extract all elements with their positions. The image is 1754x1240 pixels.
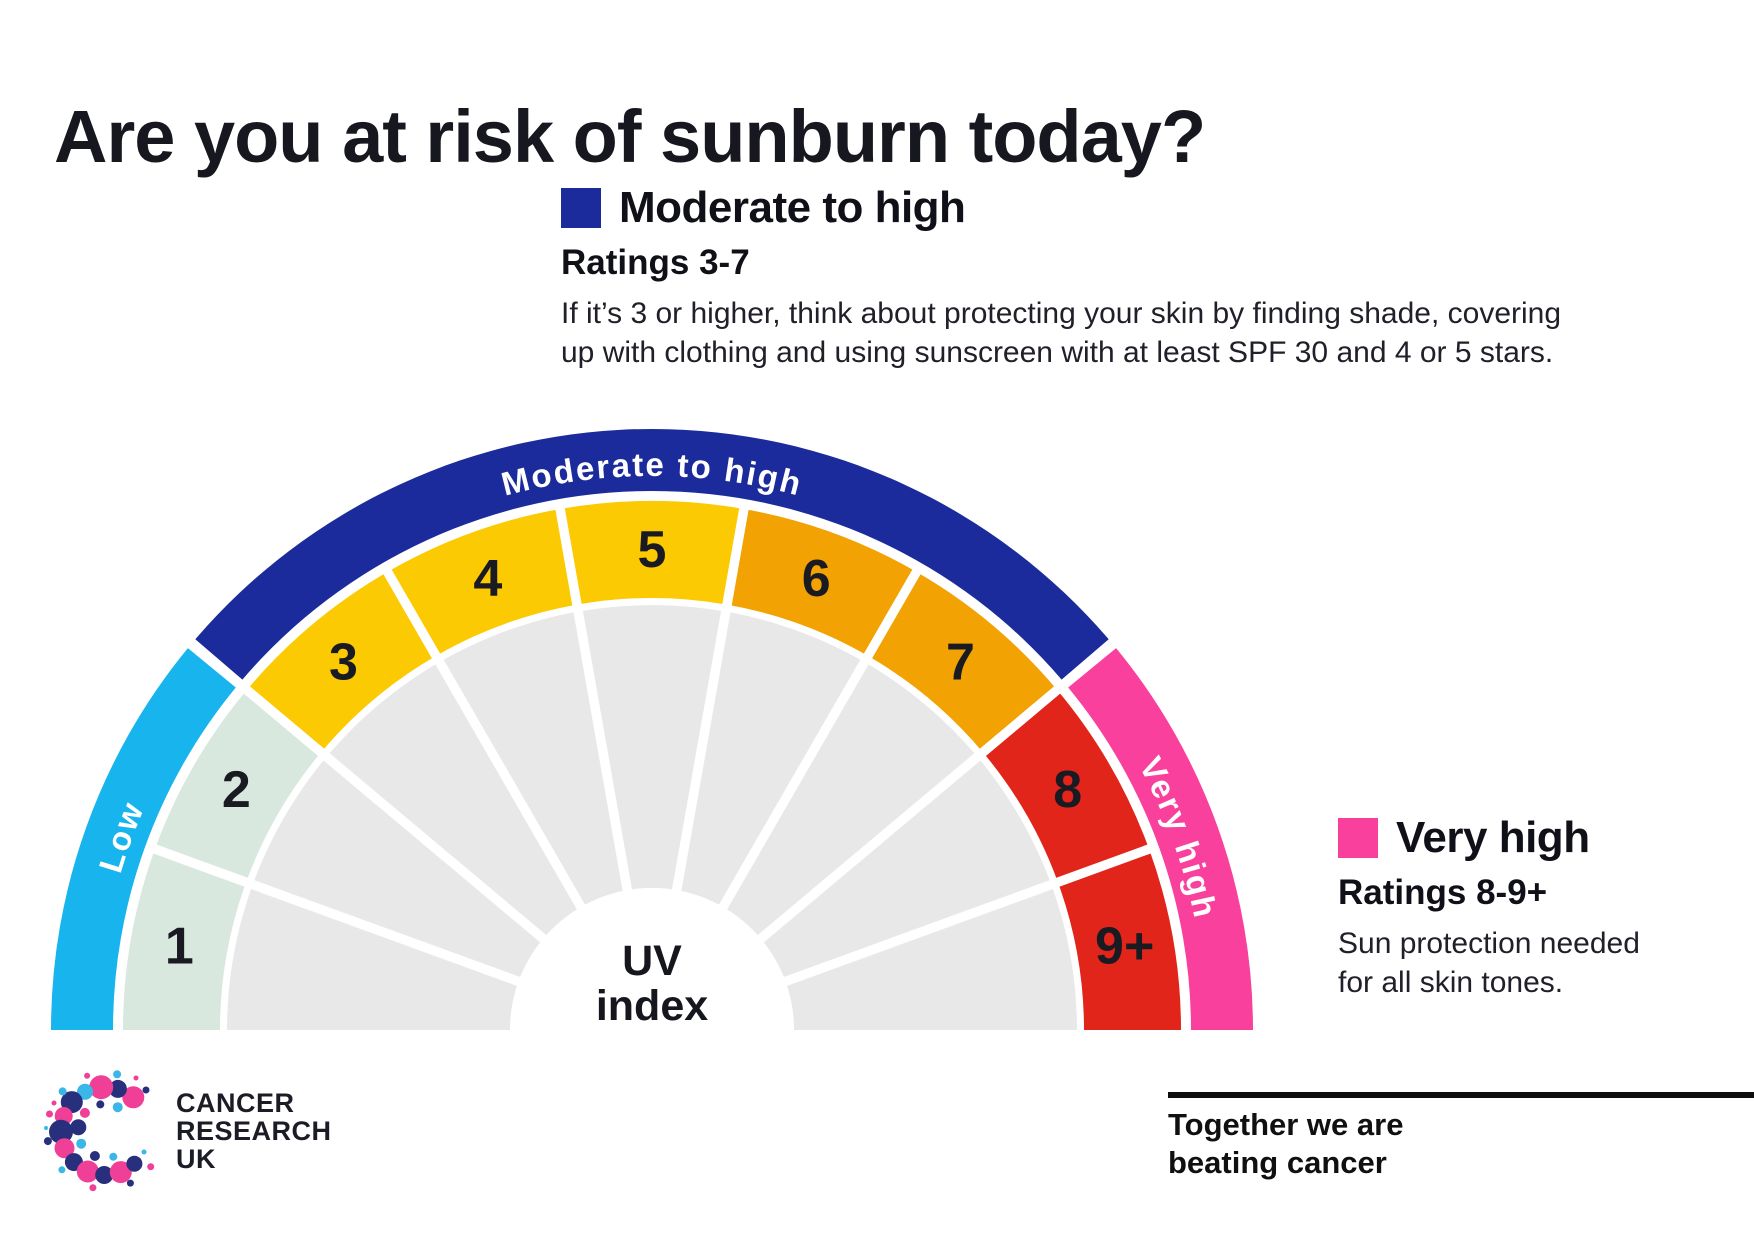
legend-very-high-body-line2: for all skin tones. [1338, 965, 1564, 999]
gauge-segment-7 [868, 571, 1058, 753]
legend-moderate-body: If it’s 3 or higher, think about protect… [561, 295, 1561, 372]
gauge-segment-value-8: 8 [1053, 761, 1082, 819]
gauge-segment-value-5: 5 [638, 521, 667, 579]
gauge-divider [241, 684, 553, 948]
gauge-band-low [51, 648, 236, 1030]
cruk-logo-line1: CANCER [176, 1088, 295, 1118]
gauge-segment-value-4: 4 [473, 550, 502, 608]
gauge-segment-value-9+: 9+ [1095, 918, 1154, 976]
gauge-segment-value-2: 2 [222, 761, 251, 819]
gauge-band-very-high [1068, 648, 1253, 1030]
legend-very-high-header: Very high [1338, 813, 1640, 863]
gauge-center-label-line1: UV [622, 937, 682, 985]
gauge-segment-value-7: 7 [946, 633, 975, 691]
gauge-divider [150, 843, 528, 989]
gauge-segment-value-1: 1 [165, 918, 194, 976]
cruk-logo-dots [43, 1070, 155, 1192]
legend-moderate-ratings: Ratings 3-7 [561, 243, 750, 282]
gauge-segment-8 [982, 690, 1150, 883]
tagline-line1: Together we are [1168, 1107, 1404, 1142]
legend-moderate-body-line2: up with clothing and using sunscreen wit… [561, 335, 1554, 369]
legend-very-high: Very high Ratings 8-9+ Sun protection ne… [1338, 813, 1640, 1002]
legend-very-high-ratings: Ratings 8-9+ [1338, 873, 1548, 912]
gauge-segment-4 [387, 509, 577, 656]
gauge-divider [381, 566, 590, 917]
gauge-segment-1 [123, 849, 247, 1030]
tagline-line2: beating cancer [1168, 1145, 1387, 1180]
gauge-divider [554, 505, 634, 899]
moderate-color-swatch [561, 188, 601, 228]
page-title: Are you at risk of sunburn today? [54, 94, 1206, 178]
very-high-color-swatch [1338, 818, 1378, 858]
tagline-rule [1168, 1092, 1754, 1098]
cruk-logo-line2: RESEARCH [176, 1116, 332, 1146]
cruk-logo-icon [43, 1070, 155, 1192]
legend-moderate-heading: Moderate to high [619, 183, 966, 232]
gauge-segment-value-3: 3 [329, 633, 358, 691]
gauge-segment-3 [246, 571, 436, 753]
gauge-segment-5 [560, 500, 744, 605]
cruk-logo-line3: UK [176, 1144, 216, 1174]
legend-moderate-body-line1: If it’s 3 or higher, think about protect… [561, 297, 1562, 330]
gauge-band-moderate-to-high [195, 428, 1109, 680]
gauge-divider [670, 505, 750, 899]
gauge-center-label-line2: index [596, 982, 708, 1030]
gauge-hub [510, 888, 794, 1035]
legend-moderate-header: Moderate to high [561, 183, 1561, 233]
tagline: Together we are beating cancer [1168, 1106, 1403, 1182]
legend-very-high-body: Sun protection needed for all skin tones… [1338, 925, 1640, 1002]
gauge-inner-wedges [227, 605, 1077, 1030]
gauge-divider [714, 566, 923, 917]
legend-very-high-heading: Very high [1396, 813, 1590, 862]
cruk-logo-wordmark: CANCER RESEARCH UK [176, 1089, 332, 1173]
gauge-segment-6 [727, 509, 917, 656]
legend-very-high-body-line1: Sun protection needed [1338, 927, 1640, 960]
gauge-divider [751, 684, 1063, 948]
gauge-segment-9+ [1057, 849, 1181, 1030]
legend-moderate-to-high: Moderate to high Ratings 3-7 If it’s 3 o… [561, 183, 1561, 372]
gauge-divider [776, 843, 1154, 989]
gauge-segment-2 [154, 690, 322, 883]
gauge-segment-value-6: 6 [802, 550, 831, 608]
